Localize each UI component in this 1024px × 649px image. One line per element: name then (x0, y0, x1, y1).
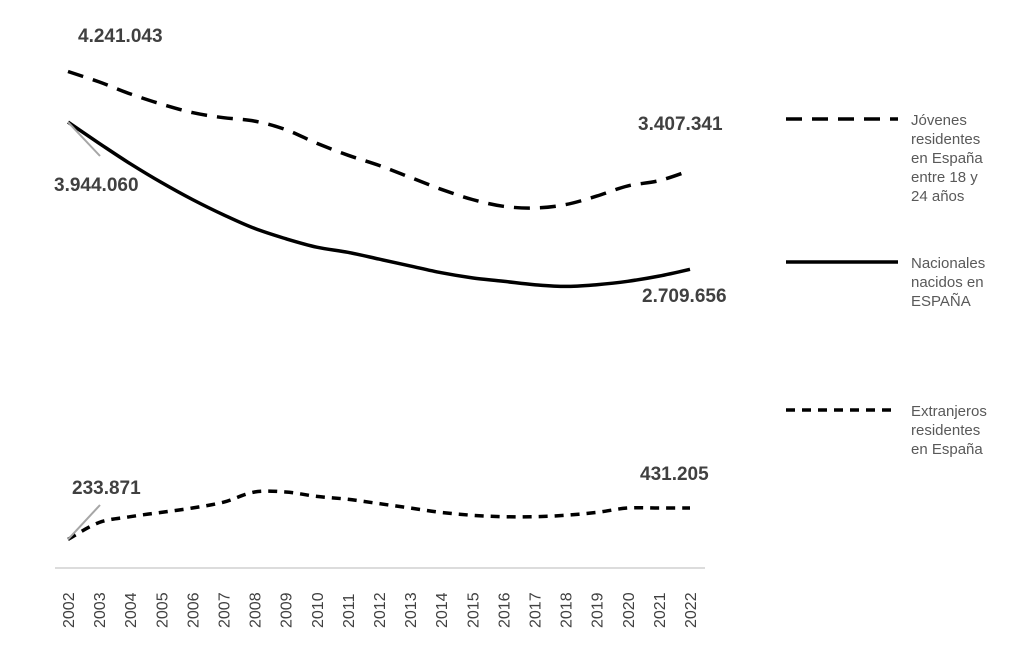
series-line-extranjeros-residentes-en-espana (67, 489, 690, 541)
x-tick-label-2010: 2010 (310, 592, 327, 628)
x-tick-label-2014: 2014 (434, 592, 451, 628)
legend-label: Jóvenes residentes en España entre 18 y 24 a… (911, 112, 983, 205)
x-tick-label-2020: 2020 (621, 592, 638, 628)
x-tick-label-2004: 2004 (123, 592, 140, 628)
series-line-jovenes-residentes-en-espana-entre-18-y-24-anos (67, 69, 691, 210)
x-tick-label-2007: 2007 (217, 592, 234, 628)
x-tick-label-2021: 2021 (652, 592, 669, 628)
x-tick-label-2011: 2011 (341, 593, 358, 628)
value-label-431-205: 431.205 (640, 464, 709, 485)
x-tick-label-2005: 2005 (154, 592, 171, 628)
x-tick-label-2012: 2012 (372, 592, 389, 628)
x-tick-label-2017: 2017 (528, 592, 545, 628)
value-label-4-241-043: 4.241.043 (78, 26, 163, 47)
x-tick-label-2019: 2019 (590, 592, 607, 628)
legend-entry-extranjeros-residentes-en-espana: Extranjeros residentes en España (786, 403, 987, 458)
x-tick-label-2016: 2016 (496, 592, 513, 628)
legend-entry-jovenes-residentes-en-espana-entre-18-y-24-anos: Jóvenes residentes en España entre 18 y 24 a… (786, 112, 983, 205)
value-label-3-944-060: 3.944.060 (54, 175, 139, 196)
value-label-233-871: 233.871 (72, 478, 141, 499)
x-tick-label-2006: 2006 (185, 592, 202, 628)
x-tick-label-2009: 2009 (279, 592, 296, 628)
value-label-2-709-656: 2.709.656 (642, 286, 727, 307)
value-label-3-407-341: 3.407.341 (638, 114, 723, 135)
x-tick-label-2022: 2022 (683, 592, 700, 628)
x-tick-label-2013: 2013 (403, 592, 420, 628)
annotation-leader-line (67, 504, 101, 541)
x-tick-label-2002: 2002 (61, 592, 78, 628)
legend: Jóvenes residentes en España entre 18 y 24 a… (786, 112, 987, 458)
series-layer (67, 69, 691, 541)
legend-label: Extranjeros residentes en España (911, 403, 987, 458)
x-tick-label-2003: 2003 (92, 592, 109, 628)
x-axis-ticks: 2002 2003 2004 2005 2006 2007 2008 2009 2010 2011… (61, 592, 700, 628)
data-annotations: 4.241.043 3.944.060 3.407.341 2.709.656 233.… (54, 26, 727, 499)
x-tick-label-2008: 2008 (248, 592, 265, 628)
series-line-nacionales-nacidos-en-espana (67, 120, 691, 289)
x-tick-label-2018: 2018 (559, 592, 576, 628)
annotation-leader-line (67, 121, 101, 157)
legend-entry-nacionales-nacidos-en-espana: Nacionales nacidos en ESPAÑA (786, 255, 985, 310)
annotation-leaders (67, 121, 101, 541)
x-tick-label-2015: 2015 (465, 592, 482, 628)
legend-label: Nacionales nacidos en ESPAÑA (911, 255, 985, 310)
